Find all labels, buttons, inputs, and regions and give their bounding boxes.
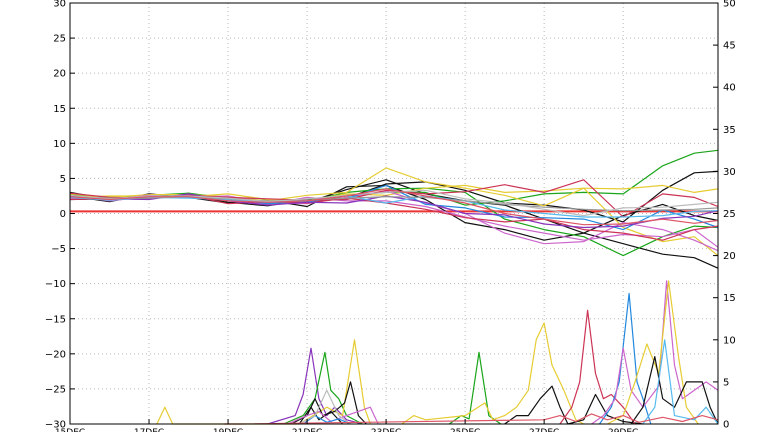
left-axis: 30 25 20 15 10 5 0 −5 −10 −15 −20 −25 −30	[45, 0, 75, 431]
x-tick-label: 19DEC	[213, 428, 243, 432]
left-tick-label: −5	[51, 244, 66, 255]
left-tick-label: −15	[45, 314, 66, 325]
lower-series-line-11	[559, 309, 636, 425]
lower-series-line-12	[599, 292, 652, 425]
upper-series-line-13	[69, 195, 719, 218]
lower-series-line-8	[448, 351, 502, 425]
right-tick-label: 20	[723, 251, 736, 262]
left-tick-label: 10	[53, 139, 66, 150]
right-tick-label: 45	[723, 41, 736, 52]
x-tick-label: 25DEC	[450, 428, 480, 432]
lower-series-line-10	[504, 385, 643, 425]
lower-series-line-7	[298, 389, 351, 425]
left-tick-label: −20	[45, 349, 66, 360]
x-tick-label: 15DEC	[55, 428, 85, 432]
x-tick-label: 21DEC	[292, 428, 322, 432]
right-tick-label: 5	[723, 377, 729, 388]
lower-series-line-15	[630, 356, 719, 425]
left-tick-label: −30	[45, 420, 66, 431]
lower-series-line-1	[283, 351, 363, 425]
right-tick-label: 0	[723, 420, 729, 431]
lower-series-line-14	[607, 280, 699, 425]
lower-series-line-4	[298, 406, 344, 425]
left-tick-label: 30	[53, 0, 66, 10]
right-tick-label: 40	[723, 83, 736, 94]
right-tick-label: 30	[723, 167, 736, 178]
lower-series-line-16	[642, 339, 719, 425]
left-tick-label: 0	[60, 209, 66, 220]
lower-series-group	[156, 280, 719, 425]
right-tick-label: 35	[723, 125, 736, 136]
right-tick-label: 15	[723, 293, 736, 304]
left-tick-label: 5	[60, 174, 66, 185]
lower-series-line-2	[156, 339, 371, 425]
x-tick-label: 27DEC	[529, 428, 559, 432]
right-tick-label: 50	[723, 0, 736, 10]
upper-series-line-16	[69, 188, 719, 226]
lower-series-line-9	[401, 322, 584, 425]
x-tick-label: 29DEC	[608, 428, 638, 432]
x-tick-label: 17DEC	[134, 428, 164, 432]
upper-series-line-15	[69, 189, 719, 217]
upper-series-group	[69, 149, 719, 269]
left-tick-label: 25	[53, 34, 66, 45]
left-tick-label: −10	[45, 279, 66, 290]
lower-series-line-13	[591, 280, 719, 425]
right-tick-label: 25	[723, 209, 736, 220]
right-tick-label: 10	[723, 335, 736, 346]
left-tick-label: 15	[53, 104, 66, 115]
left-tick-label: −25	[45, 384, 66, 395]
left-tick-label: 20	[53, 69, 66, 80]
x-tick-label: 23DEC	[371, 428, 401, 432]
